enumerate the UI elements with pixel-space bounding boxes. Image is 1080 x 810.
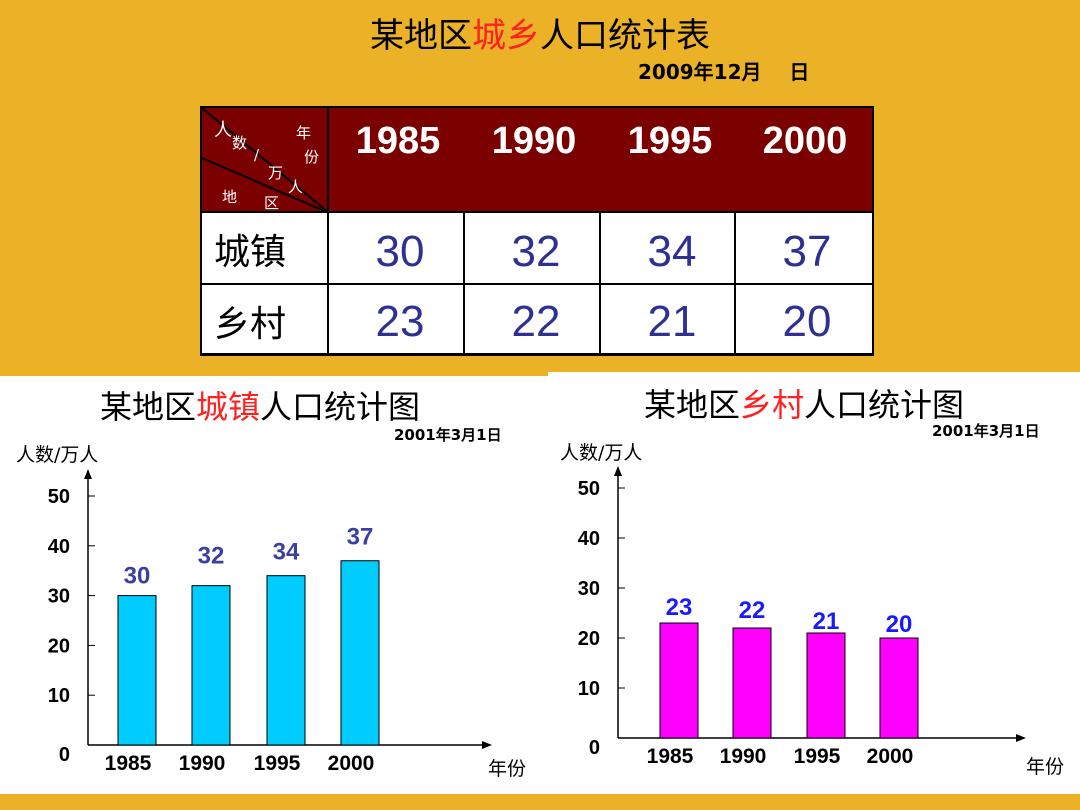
year-header: 1985 [355, 120, 441, 162]
header-diagonal-lines [202, 108, 330, 213]
bar-value-label: 32 [198, 543, 225, 570]
page-title: 某地区城乡人口统计表 [370, 16, 710, 56]
column-divider [599, 213, 601, 356]
column-divider [327, 106, 329, 356]
corner-text: 地 [222, 188, 238, 206]
corner-text: 人 [288, 178, 304, 196]
bar [266, 575, 306, 746]
bar-value-label: 21 [813, 608, 840, 635]
title-highlight: 城乡 [472, 16, 540, 56]
y-tick-label: 20 [48, 635, 70, 657]
x-tick-label: 1985 [647, 745, 694, 768]
y-tick-label: 0 [589, 737, 600, 759]
chart-title: 某地区乡村人口统计图 [644, 386, 965, 424]
x-tick-label: 1985 [105, 752, 152, 775]
bar-value-label: 22 [739, 597, 766, 624]
y-axis-arrow [614, 466, 622, 476]
table-cell: 34 [647, 227, 697, 276]
corner-text: 年 [296, 124, 312, 142]
table-cell: 20 [782, 297, 832, 346]
x-tick-label: 2000 [867, 745, 914, 768]
y-tick-label: 10 [578, 678, 600, 700]
year-header: 2000 [762, 120, 848, 162]
table-cell: 32 [511, 227, 561, 276]
bar [191, 585, 231, 746]
y-tick-label: 10 [48, 685, 70, 707]
table-cell: 30 [375, 227, 425, 276]
year-header: 1995 [627, 120, 713, 162]
chart-date: 2001年3月1日 [394, 426, 502, 444]
x-tick-label: 1995 [254, 752, 301, 775]
bottom-bar [0, 794, 1080, 810]
rural-chart-panel: 某地区乡村人口统计图 2001年3月1日 人数/万人 年份 0 10 20 30 40 5… [548, 372, 1080, 794]
bar [806, 632, 846, 739]
bar-value-label: 30 [124, 563, 151, 590]
table-cell: 22 [511, 297, 561, 346]
corner-text: 万 [268, 164, 284, 182]
column-divider [463, 213, 465, 356]
corner-text: 人 [214, 120, 232, 141]
corner-text: / [254, 146, 260, 164]
bar-value-label: 23 [666, 594, 693, 621]
chart-title: 某地区城镇人口统计图 [100, 388, 421, 426]
x-tick-label: 1995 [794, 745, 841, 768]
year-header: 1990 [491, 120, 577, 162]
y-tick-label: 30 [48, 586, 70, 608]
column-divider [734, 213, 736, 356]
y-tick-label: 50 [48, 486, 70, 508]
y-axis-label: 人数/万人 [16, 444, 99, 466]
y-tick-label: 20 [578, 628, 600, 650]
bar [879, 637, 919, 739]
table-row: 乡村 23 22 21 20 [200, 285, 874, 356]
corner-text: 份 [304, 148, 320, 166]
y-tick-label: 40 [578, 528, 600, 550]
statistics-table: 人 数 / 万 人 年 份 地 区 1985 1990 1995 2000 城镇… [200, 106, 874, 356]
urban-bar-chart: 0 10 20 30 40 50 30 1985 32 1990 34 1995 37 2000 [48, 469, 492, 775]
y-axis-arrow [84, 469, 92, 479]
x-axis-arrow [482, 741, 492, 749]
urban-chart-panel: 某地区城镇人口统计图 2001年3月1日 人数/万人 年份 0 10 20 30 40 5… [0, 376, 548, 794]
bar [659, 622, 699, 739]
table-cell: 21 [647, 297, 697, 346]
x-axis-label: 年份 [1026, 756, 1065, 778]
table-row: 城镇 30 32 34 37 [200, 213, 874, 285]
y-tick-label: 30 [578, 578, 600, 600]
bar [340, 560, 380, 746]
corner-text: 数 [232, 134, 248, 152]
y-tick-label: 40 [48, 536, 70, 558]
bar [732, 627, 772, 739]
x-tick-label: 1990 [720, 745, 767, 768]
y-tick-label: 0 [59, 744, 70, 766]
x-axis-arrow [1016, 734, 1026, 742]
corner-text: 区 [264, 194, 280, 212]
x-axis-label: 年份 [488, 758, 527, 780]
rural-bar-chart: 0 10 20 30 40 50 23 1985 22 1990 21 1995 20 2000 [578, 466, 1026, 768]
row-label: 乡村 [214, 304, 287, 345]
row-label: 城镇 [214, 232, 287, 273]
bar-value-label: 20 [886, 611, 913, 638]
bar-value-label: 37 [347, 524, 374, 551]
table-cell: 37 [782, 227, 832, 276]
y-tick-label: 50 [578, 478, 600, 500]
y-axis-label: 人数/万人 [560, 442, 643, 464]
table-cell: 23 [375, 297, 425, 346]
x-tick-label: 1990 [179, 752, 226, 775]
bar-value-label: 34 [273, 539, 300, 566]
table-header-row: 人 数 / 万 人 年 份 地 区 1985 1990 1995 2000 [200, 106, 874, 213]
x-tick-label: 2000 [328, 752, 375, 775]
chart-date: 2001年3月1日 [932, 422, 1040, 440]
table-date: 2009年12月 日 [638, 60, 810, 84]
bar [117, 595, 157, 746]
